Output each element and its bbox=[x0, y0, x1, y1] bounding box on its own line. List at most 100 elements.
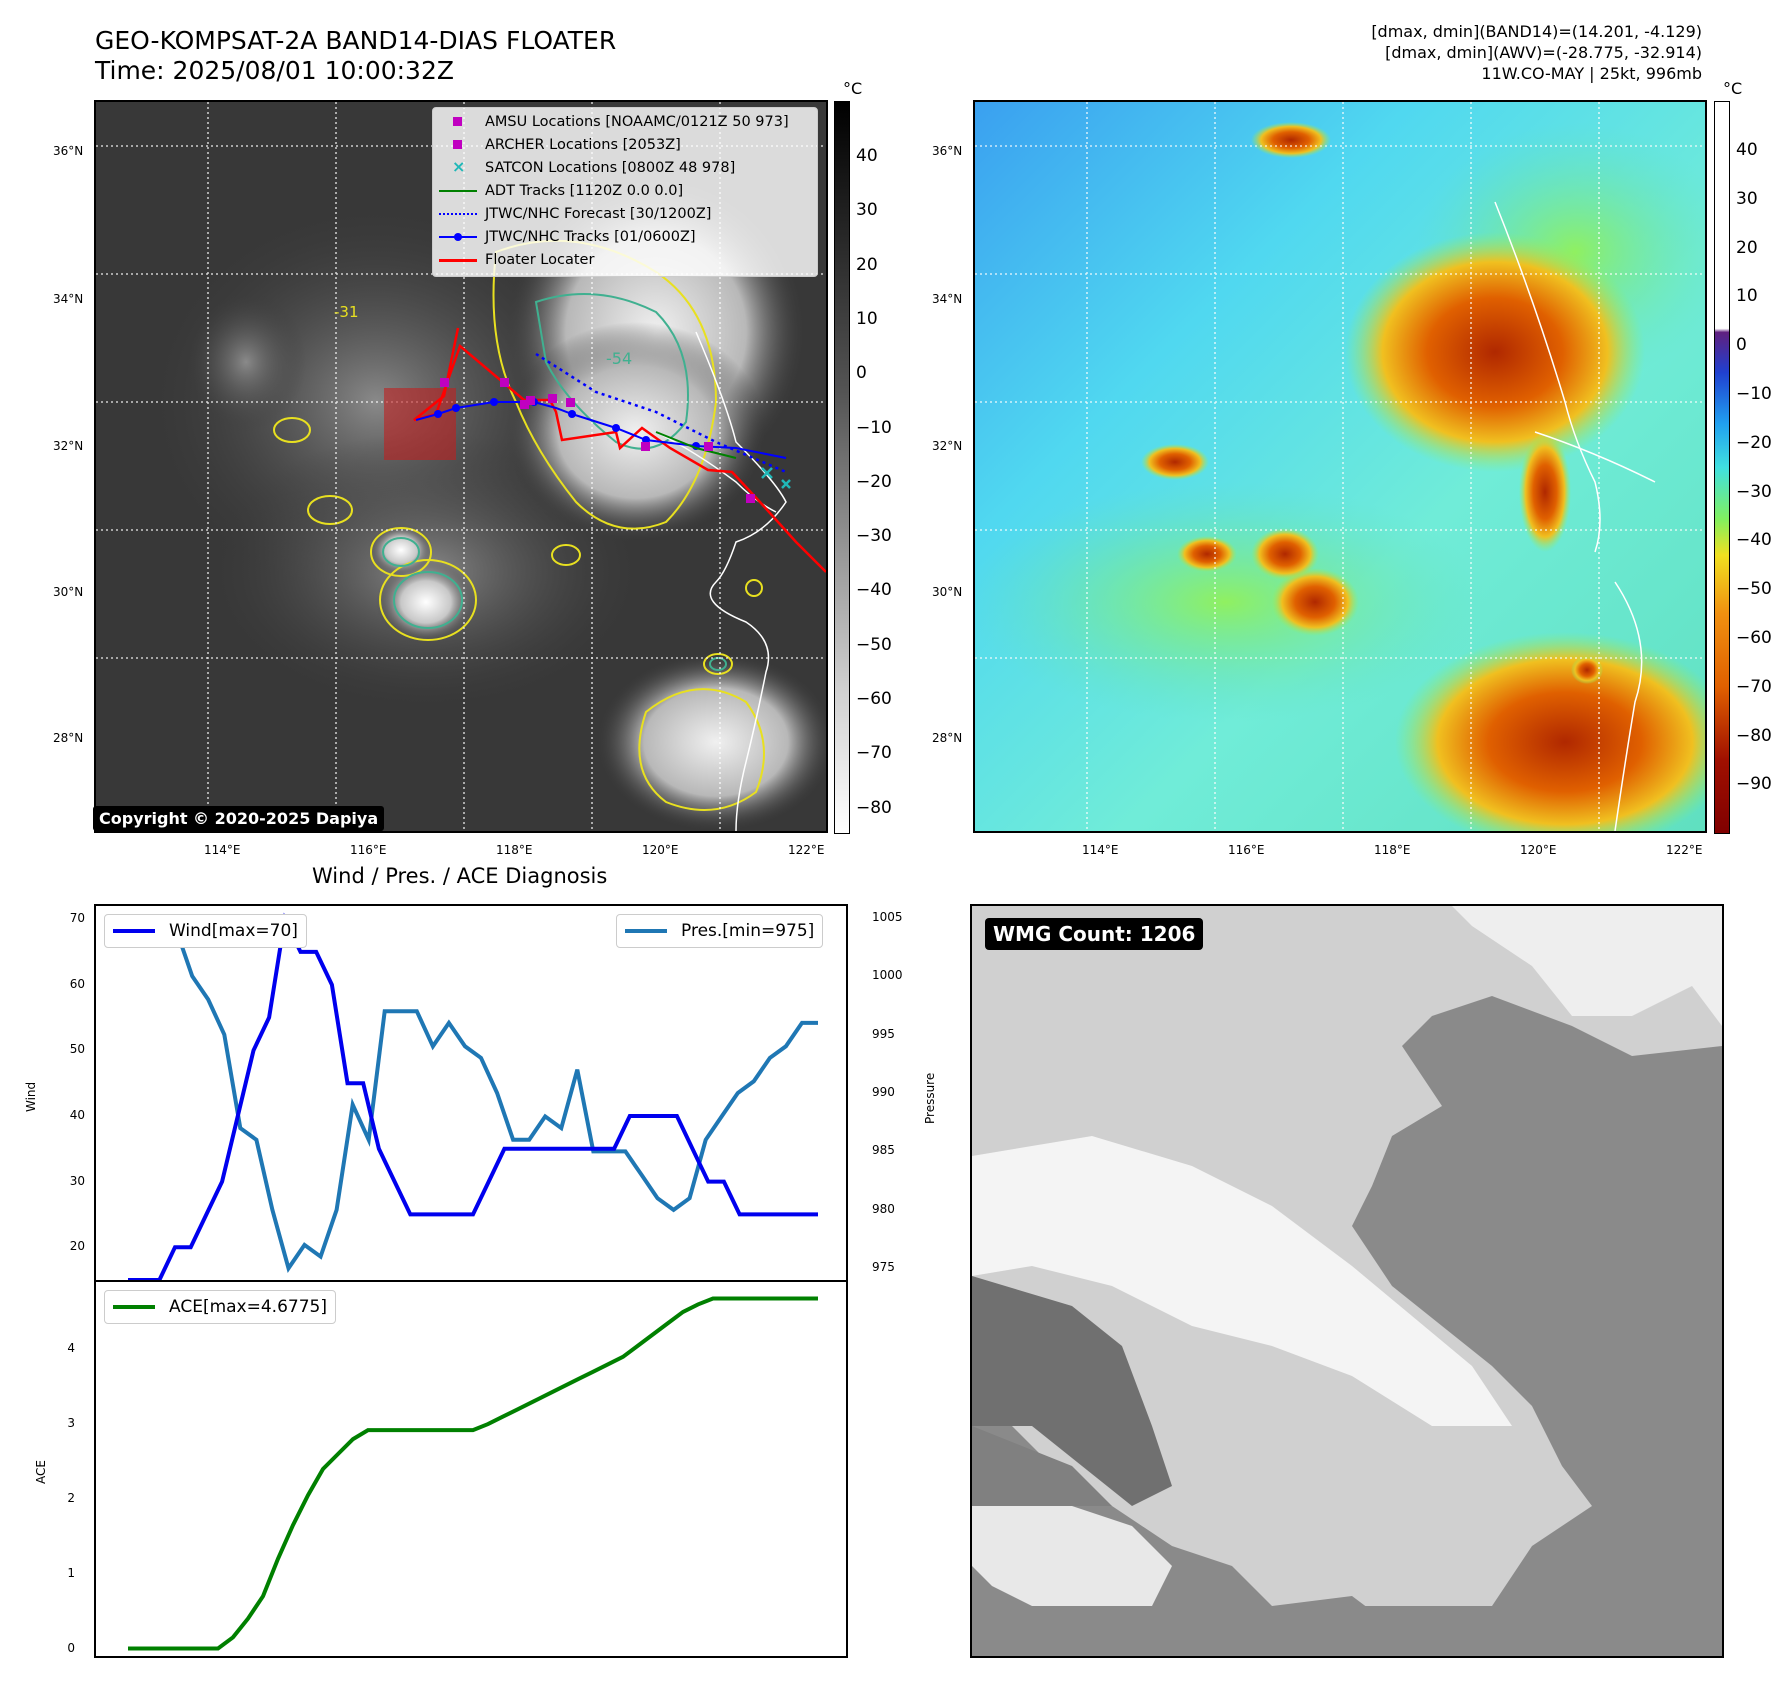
legend-label: ADT Tracks [1120Z 0.0 0.0] bbox=[485, 183, 684, 199]
colorbar-tick: 30 bbox=[1736, 188, 1758, 209]
ir-legend: AMSU Locations [NOAAMC/0121Z 50 973] ARC… bbox=[432, 107, 818, 277]
wind-legend: Wind[max=70] bbox=[104, 914, 307, 948]
colorbar-tick: 20 bbox=[856, 254, 878, 275]
page-title: GEO-KOMPSAT-2A BAND14-DIAS FLOATER bbox=[95, 26, 617, 55]
colorbar-tick: −80 bbox=[856, 797, 892, 818]
axis-tick-label: 1005 bbox=[872, 909, 903, 924]
legend-item: AMSU Locations [NOAAMC/0121Z 50 973] bbox=[433, 111, 789, 133]
colorbar-tick: −70 bbox=[1736, 676, 1772, 697]
axis-tick-label: 980 bbox=[872, 1201, 895, 1216]
axis-tick-label: 30 bbox=[69, 1173, 85, 1188]
wind-pressure-chart bbox=[94, 904, 848, 1282]
axis-tick-label: 4 bbox=[67, 1341, 75, 1356]
contour-label: -54 bbox=[606, 349, 632, 368]
pressure-series-line bbox=[128, 927, 818, 1273]
legend-label: AMSU Locations [NOAAMC/0121Z 50 973] bbox=[485, 114, 789, 130]
copyright-badge: Copyright © 2020-2025 Dapiya bbox=[93, 806, 385, 831]
lat-label: 36°N bbox=[53, 144, 84, 158]
legend-label: Floater Locater bbox=[485, 252, 595, 268]
lat-label: 28°N bbox=[53, 731, 84, 745]
axis-tick-label: 975 bbox=[872, 1260, 895, 1275]
lon-label: 114°E bbox=[1082, 843, 1119, 857]
lat-label: 34°N bbox=[53, 292, 84, 306]
ace-plot bbox=[128, 1296, 818, 1651]
axis-tick-label: 60 bbox=[69, 976, 85, 991]
colorbar-tick: −40 bbox=[1736, 530, 1772, 551]
colorbar-tick: −60 bbox=[1736, 628, 1772, 648]
colorbar-tick: 10 bbox=[856, 308, 878, 329]
lat-label: 32°N bbox=[53, 439, 84, 453]
legend-item: JTWC/NHC Forecast [30/1200Z] bbox=[433, 203, 711, 225]
colorbar-tick: −20 bbox=[1736, 432, 1772, 453]
legend-item: × SATCON Locations [0800Z 48 978] bbox=[433, 157, 735, 179]
ace-chart bbox=[94, 1280, 848, 1658]
wv-colorbar-unit: °C bbox=[1723, 79, 1743, 98]
wmg-count-badge: WMG Count: 1206 bbox=[985, 918, 1204, 950]
lat-label: 32°N bbox=[932, 439, 963, 453]
dot-icon bbox=[454, 233, 462, 241]
axis-tick-label: 0 bbox=[67, 1640, 75, 1655]
pressure-axis-label: Pressure bbox=[923, 1072, 937, 1124]
chart-title: Wind / Pres. / ACE Diagnosis bbox=[312, 864, 608, 888]
legend-label: ACE[max=4.6775] bbox=[169, 1297, 327, 1317]
colorbar-tick: −50 bbox=[1736, 579, 1772, 600]
colorbar-tick: −40 bbox=[856, 580, 892, 601]
line-icon bbox=[113, 1305, 155, 1309]
colorbar-tick: −10 bbox=[1736, 384, 1772, 404]
forecast-track bbox=[535, 352, 787, 474]
colorbar-tick: −50 bbox=[856, 634, 892, 655]
axis-tick-label: 20 bbox=[69, 1239, 85, 1254]
wind-axis-label: Wind bbox=[24, 1081, 38, 1112]
line-icon bbox=[113, 929, 155, 933]
axis-tick-label: 3 bbox=[67, 1416, 75, 1431]
line-icon bbox=[439, 190, 477, 192]
lon-label: 120°E bbox=[1520, 843, 1557, 857]
wv-colorbar bbox=[1714, 101, 1730, 834]
axis-tick-label: 70 bbox=[69, 911, 85, 926]
lat-label: 34°N bbox=[932, 292, 963, 306]
legend-item: Floater Locater bbox=[433, 249, 594, 271]
ir-map: -31 -54 bbox=[96, 102, 826, 831]
axis-tick-label: 1 bbox=[67, 1565, 75, 1580]
colorbar-tick: −80 bbox=[1736, 725, 1772, 746]
lon-label: 120°E bbox=[642, 843, 679, 857]
colorbar-tick: −30 bbox=[1736, 481, 1772, 502]
colorbar-tick: −10 bbox=[856, 417, 892, 438]
legend-label: Pres.[min=975] bbox=[681, 921, 815, 941]
wmg-panel bbox=[970, 904, 1724, 1658]
colorbar-tick: 0 bbox=[856, 363, 867, 384]
wind-series-line bbox=[128, 912, 818, 1280]
square-icon bbox=[453, 117, 462, 126]
lat-label: 36°N bbox=[932, 144, 963, 158]
lon-label: 114°E bbox=[204, 843, 241, 857]
wmg-image bbox=[972, 906, 1722, 1656]
dotted-line-icon bbox=[439, 213, 477, 215]
colorbar-tick: 10 bbox=[1736, 286, 1758, 307]
square-icon bbox=[453, 140, 462, 149]
ace-axis-label: ACE bbox=[34, 1460, 48, 1484]
axis-tick-label: 990 bbox=[872, 1085, 895, 1099]
axis-tick-label: 1000 bbox=[872, 968, 903, 983]
axis-tick-label: 985 bbox=[872, 1143, 895, 1158]
satcon-locations bbox=[761, 467, 791, 489]
lon-label: 118°E bbox=[1374, 843, 1411, 857]
colorbar-tick: 0 bbox=[1736, 335, 1747, 356]
ir-satellite-panel: -31 -54 bbox=[94, 100, 828, 833]
colorbar-tick: −20 bbox=[856, 471, 892, 492]
adt-track bbox=[655, 431, 737, 459]
ace-legend: ACE[max=4.6775] bbox=[104, 1290, 336, 1324]
page-timestamp: Time: 2025/08/01 10:00:32Z bbox=[95, 56, 454, 85]
colorbar-tick: 20 bbox=[1736, 237, 1758, 258]
axis-tick-label: 40 bbox=[69, 1107, 85, 1122]
axis-tick-label: 50 bbox=[69, 1042, 85, 1057]
legend-item: ARCHER Locations [2053Z] bbox=[433, 134, 681, 156]
storm-info: 11W.CO-MAY | 25kt, 996mb bbox=[1481, 64, 1702, 83]
colorbar-tick: 40 bbox=[1736, 140, 1758, 160]
water-vapor-panel bbox=[973, 100, 1707, 833]
lon-label: 122°E bbox=[1666, 843, 1703, 857]
awv-range: [dmax, dmin](AWV)=(-28.775, -32.914) bbox=[1385, 43, 1702, 62]
colorbar-tick: −70 bbox=[856, 743, 892, 764]
floater-box bbox=[384, 388, 456, 460]
ir-colorbar-unit: °C bbox=[843, 79, 863, 98]
lat-label: 30°N bbox=[932, 585, 963, 599]
